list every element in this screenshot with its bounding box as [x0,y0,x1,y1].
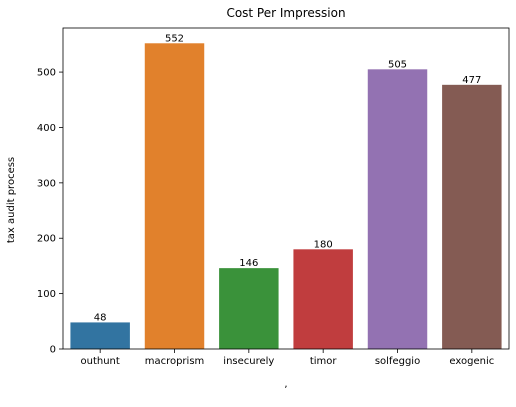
y-tick-label-400: 400 [37,123,56,134]
chart-title: Cost Per Impression [226,6,345,20]
data-label-insecurely: 146 [239,258,258,269]
x-tick-label-timor: timor [310,356,338,367]
x-tick-label-macroprism: macroprism [145,356,205,367]
data-label-timor: 180 [314,239,333,250]
bar-outhunt [70,322,130,349]
data-label-exogenic: 477 [462,75,481,86]
bar-insecurely [219,268,279,349]
plot-area: 48 outhunt 552 macroprism 146 insecurely 180 ti… [37,27,510,367]
data-label-solfeggio: 505 [388,59,407,70]
data-label-outhunt: 48 [94,312,107,323]
y-tick-label-300: 300 [37,178,56,189]
y-axis-label: tax audit process [6,157,17,243]
x-axis-label: , [284,379,287,390]
x-tick-label-solfeggio: solfeggio [375,356,420,367]
y-tick-label-0: 0 [50,345,56,356]
y-tick-label-100: 100 [37,289,56,300]
x-tick-label-exogenic: exogenic [449,356,494,367]
bar-exogenic [442,84,502,349]
bar-macroprism [144,43,205,349]
data-label-macroprism: 552 [165,33,184,44]
y-tick-label-500: 500 [37,68,56,79]
plot-frame [62,27,510,350]
x-tick-label-insecurely: insecurely [223,356,274,367]
x-tick-label-outhunt: outhunt [81,356,120,367]
bar-timor [293,249,353,349]
bar-solfeggio [367,69,428,349]
y-tick-label-200: 200 [37,234,56,245]
